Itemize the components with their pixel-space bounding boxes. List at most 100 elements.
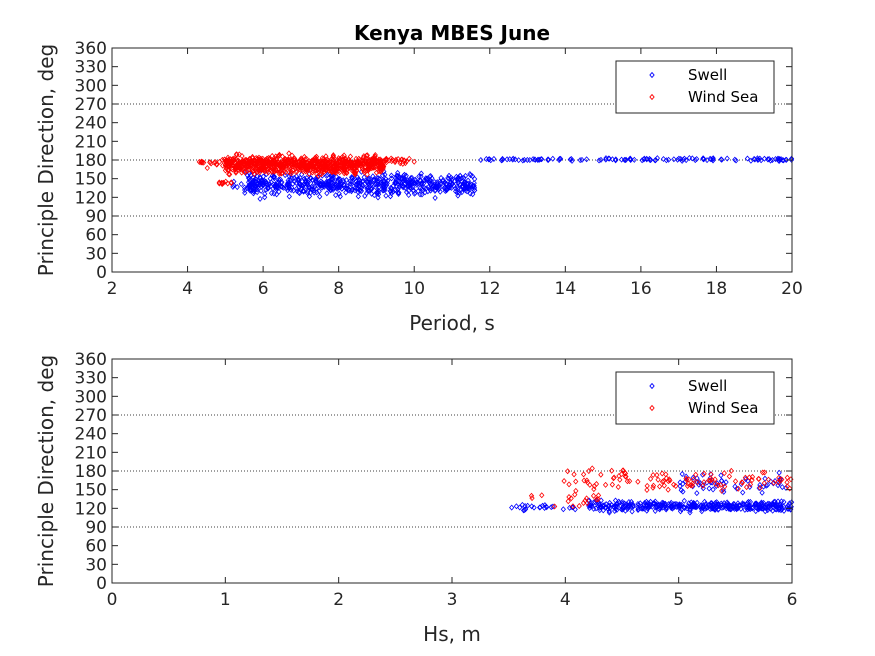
data-point xyxy=(680,488,686,495)
data-point xyxy=(455,179,461,186)
data-point xyxy=(303,164,309,171)
data-point xyxy=(271,160,277,167)
data-point xyxy=(362,163,368,170)
data-point xyxy=(268,179,274,186)
data-point xyxy=(603,501,609,508)
data-point xyxy=(751,155,757,162)
data-point xyxy=(606,502,612,509)
markers xyxy=(509,465,795,516)
y-axis-label: Principle Direction, deg xyxy=(34,44,58,276)
data-point xyxy=(211,159,217,166)
data-point xyxy=(725,504,732,511)
x-tick-label: 6 xyxy=(787,590,798,610)
data-point xyxy=(330,163,336,170)
data-point xyxy=(660,156,667,163)
data-point xyxy=(204,165,210,172)
data-point xyxy=(598,156,604,163)
data-point xyxy=(565,498,571,505)
data-point xyxy=(771,479,777,486)
data-point xyxy=(309,177,315,184)
x-tick-label: 18 xyxy=(706,279,728,299)
data-point xyxy=(626,478,633,485)
data-point xyxy=(230,183,236,190)
data-point xyxy=(453,188,459,195)
data-point xyxy=(249,153,256,160)
data-point xyxy=(684,476,690,483)
data-point xyxy=(403,172,409,179)
data-point xyxy=(325,159,331,166)
data-point xyxy=(710,486,716,493)
data-point xyxy=(725,504,731,511)
data-point xyxy=(689,480,696,487)
legend-label: Swell xyxy=(688,377,727,395)
data-point xyxy=(710,505,716,512)
data-point xyxy=(365,184,372,191)
data-point xyxy=(363,178,370,185)
data-point xyxy=(330,153,336,160)
data-point xyxy=(279,163,286,170)
data-point xyxy=(647,475,654,482)
data-point xyxy=(655,476,661,483)
data-point xyxy=(379,172,386,179)
data-point xyxy=(263,186,269,193)
data-point xyxy=(580,499,587,506)
data-point xyxy=(737,502,743,509)
data-point xyxy=(212,159,219,166)
data-point xyxy=(461,185,467,192)
data-point xyxy=(576,502,582,509)
y-tick-label: 90 xyxy=(85,518,107,538)
data-point xyxy=(681,155,688,162)
data-point xyxy=(536,156,542,163)
data-point xyxy=(389,156,396,163)
data-point xyxy=(522,503,528,510)
data-point xyxy=(602,481,609,488)
y-axis-label: Principle Direction, deg xyxy=(34,355,58,587)
data-point xyxy=(300,187,307,194)
data-point xyxy=(701,498,708,505)
data-point xyxy=(784,483,791,490)
data-point xyxy=(465,184,472,191)
data-point xyxy=(272,161,278,168)
data-point xyxy=(302,160,309,167)
data-point xyxy=(326,178,332,185)
data-point xyxy=(309,169,316,176)
data-point xyxy=(226,171,232,178)
legend-label: Wind Sea xyxy=(688,399,758,417)
data-point xyxy=(678,506,685,513)
data-point xyxy=(680,156,686,163)
data-point xyxy=(343,177,350,184)
data-point xyxy=(288,158,294,165)
data-point xyxy=(284,160,291,167)
data-point xyxy=(776,469,782,476)
data-point xyxy=(570,503,576,510)
data-point xyxy=(371,177,377,184)
data-point xyxy=(757,481,763,488)
y-tick-label: 330 xyxy=(75,369,107,389)
data-point xyxy=(352,159,358,166)
data-point xyxy=(285,177,291,184)
data-point xyxy=(358,187,364,194)
data-point xyxy=(355,161,362,168)
data-point xyxy=(313,163,320,170)
data-point xyxy=(688,482,694,489)
data-point xyxy=(315,172,322,179)
data-point xyxy=(524,156,530,163)
data-point xyxy=(286,162,292,169)
x-tick-label: 12 xyxy=(479,279,501,299)
x-tick-label: 4 xyxy=(560,590,571,610)
data-point xyxy=(715,501,721,508)
data-point xyxy=(580,471,587,478)
data-point xyxy=(715,482,721,489)
data-point xyxy=(629,508,635,515)
data-point xyxy=(539,502,546,509)
data-point xyxy=(722,483,728,490)
data-point xyxy=(259,166,265,173)
data-point xyxy=(454,177,461,184)
data-point xyxy=(271,174,277,181)
data-point xyxy=(744,504,750,511)
data-point xyxy=(318,178,324,185)
data-point xyxy=(694,479,700,486)
data-point xyxy=(286,182,292,189)
data-point xyxy=(658,503,665,510)
data-point xyxy=(437,188,443,195)
